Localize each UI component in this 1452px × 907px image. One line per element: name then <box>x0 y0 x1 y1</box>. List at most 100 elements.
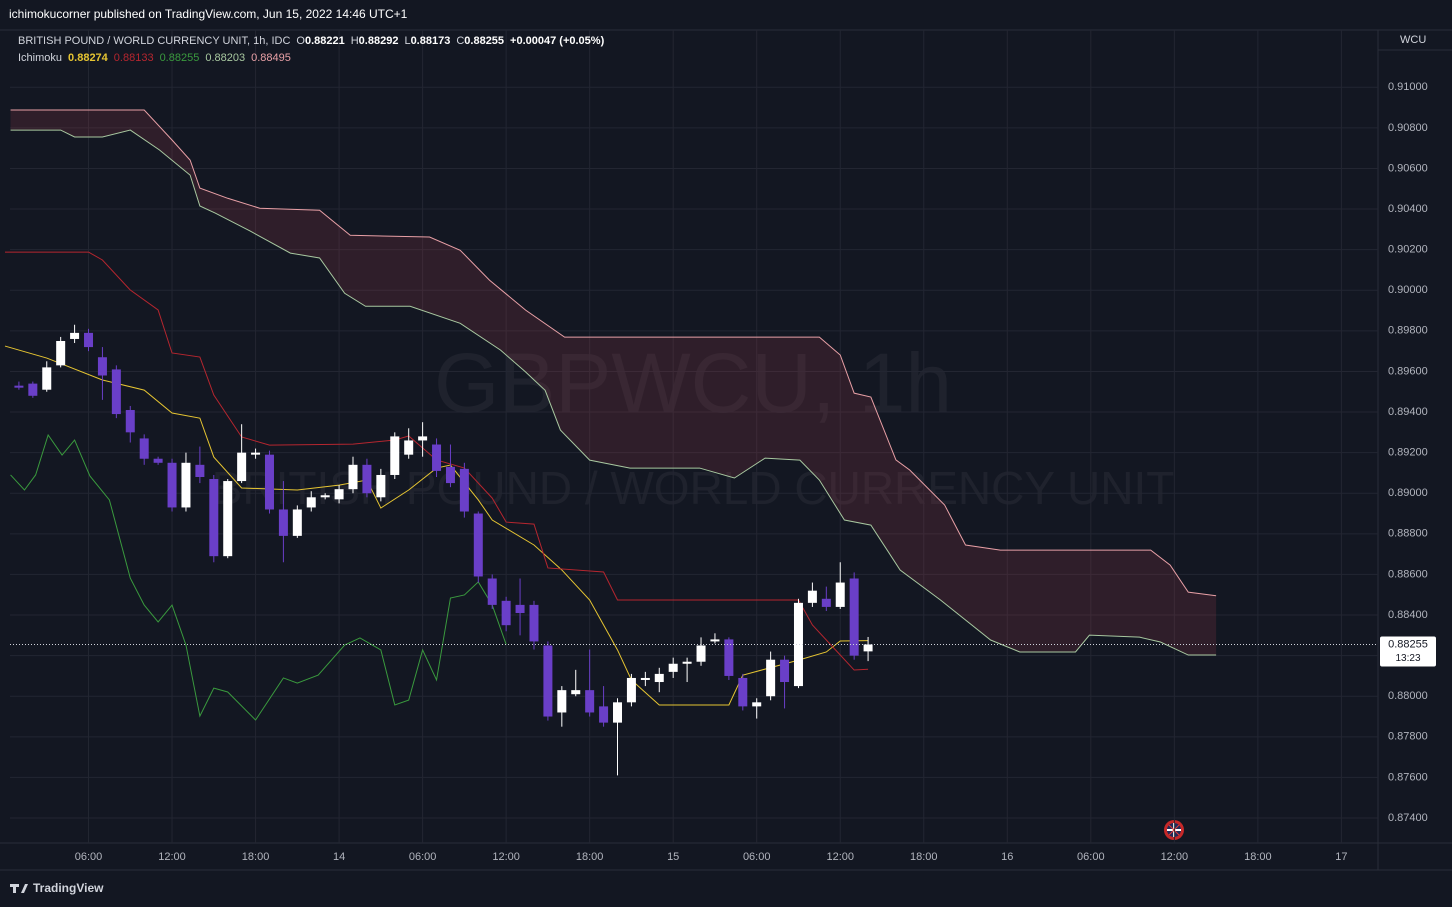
candle-body <box>738 677 748 707</box>
candle-body <box>125 410 135 433</box>
ohlc-item: L0.88173 <box>404 35 450 47</box>
ohlc-value: 0.88221 <box>304 35 345 47</box>
y-tick-label: 0.90200 <box>1388 244 1428 256</box>
indicator-name: Ichimoku <box>18 52 63 64</box>
indicator-value: 0.88495 <box>251 52 291 64</box>
candle-body <box>807 590 817 603</box>
candle-body <box>195 464 205 477</box>
candle-body <box>56 340 66 366</box>
candle-body <box>139 438 149 459</box>
candle-body <box>42 367 52 390</box>
ohlc-item: O0.88221 <box>296 35 344 47</box>
ohlc-value: 0.88255 <box>464 35 505 47</box>
indicator-line <box>10 109 1217 597</box>
x-tick-label: 12:00 <box>1161 851 1189 863</box>
candle-body <box>613 702 623 723</box>
candle-body <box>334 489 344 500</box>
candle-body <box>585 690 595 713</box>
y-tick-label: 0.90000 <box>1388 284 1428 296</box>
y-tick-label: 0.87600 <box>1388 771 1428 783</box>
candle-body <box>780 659 790 683</box>
ohlc-item: C0.88255 <box>456 35 504 47</box>
tv-logo <box>10 884 28 893</box>
x-tick-label: 06:00 <box>75 851 103 863</box>
candle-body <box>97 357 107 376</box>
candle-body <box>654 673 664 683</box>
ohlc-label: L <box>404 35 411 47</box>
candle-body <box>445 466 455 484</box>
y-tick-label: 0.90400 <box>1388 203 1428 215</box>
x-tick-label: 06:00 <box>409 851 437 863</box>
symbol: BRITISH POUND / WORLD CURRENCY UNIT, 1h,… <box>18 35 291 47</box>
candle-body <box>278 509 288 536</box>
y-tick-label: 0.89200 <box>1388 447 1428 459</box>
y-tick-label: 0.89800 <box>1388 325 1428 337</box>
x-tick-label: 18:00 <box>242 851 270 863</box>
candle-body <box>529 604 539 642</box>
x-tick-label: 06:00 <box>743 851 771 863</box>
ohlc-label: C <box>456 35 465 47</box>
candle-body <box>821 598 831 607</box>
footer-brand: TradingView <box>33 881 104 895</box>
ohlc-label: H <box>350 35 359 47</box>
candle-body <box>835 582 845 607</box>
y-tick-label: 0.89000 <box>1388 487 1428 499</box>
candle-body <box>28 383 38 396</box>
candle-body <box>557 690 567 713</box>
candle-body <box>376 474 386 498</box>
x-tick-label: 16 <box>1001 851 1013 863</box>
indicator-value: 0.88274 <box>68 52 108 64</box>
symbol-legend: BRITISH POUND / WORLD CURRENCY UNIT, 1h,… <box>18 35 610 47</box>
candle-body <box>626 677 636 703</box>
candle-body <box>766 659 776 697</box>
x-tick-label: 06:00 <box>1077 851 1105 863</box>
cloud <box>10 109 1217 656</box>
countdown: 13:23 <box>1395 653 1420 664</box>
candle-body <box>418 436 428 441</box>
candle-body <box>571 690 581 695</box>
y-tick-label: 0.88400 <box>1388 609 1428 621</box>
watermark-subtitle: BRITISH POUND / WORLD CURRENCY UNIT <box>212 462 1175 514</box>
candle-body <box>404 440 414 455</box>
candle-body <box>849 578 859 656</box>
candle-body <box>209 479 219 557</box>
y-tick-label: 0.89400 <box>1388 406 1428 418</box>
candle-body <box>70 332 80 339</box>
candle-body <box>348 464 358 490</box>
y-tick-label: 0.87400 <box>1388 812 1428 824</box>
candle-body <box>515 604 525 614</box>
candle-body <box>487 578 497 605</box>
y-tick-label: 0.89600 <box>1388 365 1428 377</box>
y-tick-label: 0.90800 <box>1388 122 1428 134</box>
x-tick-label: 12:00 <box>826 851 854 863</box>
indicator-legend: Ichimoku 0.88274 0.88133 0.88255 0.88203 0.88… <box>18 52 297 64</box>
y-tick-label: 0.88000 <box>1388 690 1428 702</box>
candle-body <box>362 464 372 494</box>
candle-body <box>473 513 483 577</box>
x-tick-label: 18:00 <box>576 851 604 863</box>
candle-body <box>501 600 511 626</box>
candle-body <box>696 645 706 662</box>
candle-body <box>432 444 442 471</box>
x-tick-label: 14 <box>333 851 345 863</box>
candle-body <box>153 458 163 463</box>
candle-body <box>237 452 247 482</box>
candle-body <box>251 452 261 455</box>
indicator-line <box>10 129 1217 656</box>
candle-body <box>264 454 274 510</box>
candle-body <box>599 706 609 723</box>
indicator-line <box>10 433 507 721</box>
x-tick-label: 18:00 <box>910 851 938 863</box>
y-tick-label: 0.88600 <box>1388 568 1428 580</box>
footer-bar <box>0 870 1452 907</box>
candle-body <box>306 497 316 508</box>
candle-body <box>793 602 803 687</box>
candle-body <box>181 462 191 508</box>
candle-body <box>724 639 734 676</box>
candle-body <box>292 509 302 536</box>
y-tick-label: 0.91000 <box>1388 81 1428 93</box>
ohlc-value: 0.88173 <box>410 35 451 47</box>
x-tick-label: 15 <box>667 851 679 863</box>
candle-body <box>167 462 177 508</box>
